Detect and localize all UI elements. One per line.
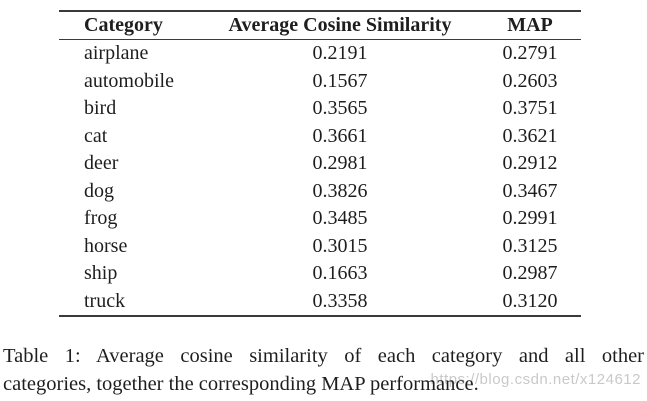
cell-map: 0.2991 (502, 207, 558, 230)
cell-category: ship (84, 262, 118, 285)
cell-avg-cosine-similarity: 0.3358 (312, 289, 368, 312)
table-row: truck 0.3358 0.3120 (59, 288, 581, 317)
column-header-category: Category (59, 11, 201, 40)
csdn-watermark: https://blog.csdn.net/x124612 (430, 371, 641, 388)
cell-category: airplane (84, 42, 149, 65)
table-row: dog 0.3826 0.3467 (59, 178, 581, 206)
caption-line-2: categories, together the corresponding M… (3, 372, 479, 395)
cell-map: 0.2791 (502, 42, 558, 65)
cell-category: dog (84, 179, 114, 202)
column-header-avg-cosine-similarity: Average Cosine Similarity (201, 11, 479, 40)
cell-category: frog (84, 207, 118, 230)
cell-map: 0.3120 (502, 289, 558, 312)
cell-avg-cosine-similarity: 0.3485 (312, 207, 368, 230)
table-row: ship 0.1663 0.2987 (59, 260, 581, 288)
cell-map: 0.3125 (502, 234, 558, 257)
cell-category: deer (84, 152, 119, 175)
cell-category: truck (84, 289, 126, 312)
cell-map: 0.2603 (502, 69, 558, 92)
table-row: cat 0.3661 0.3621 (59, 123, 581, 151)
cell-map: 0.3751 (502, 97, 558, 120)
cell-map: 0.2987 (502, 262, 558, 285)
table-header-row: Category Average Cosine Similarity MAP (59, 11, 581, 40)
table-row: automobile 0.1567 0.2603 (59, 68, 581, 96)
table-caption: Table 1: Average cosine similarity of ea… (3, 343, 644, 398)
cell-avg-cosine-similarity: 0.3565 (312, 97, 368, 120)
cell-map: 0.3467 (502, 179, 558, 202)
table-row: frog 0.3485 0.2991 (59, 205, 581, 233)
cell-category: bird (84, 97, 117, 120)
table-row: horse 0.3015 0.3125 (59, 233, 581, 261)
cell-category: automobile (84, 69, 174, 92)
cell-map: 0.2912 (502, 152, 558, 175)
cell-avg-cosine-similarity: 0.2981 (312, 152, 368, 175)
table-row: bird 0.3565 0.3751 (59, 95, 581, 123)
table-row: airplane 0.2191 0.2791 (59, 40, 581, 68)
cell-category: cat (84, 124, 108, 147)
cell-avg-cosine-similarity: 0.3826 (312, 179, 368, 202)
cell-avg-cosine-similarity: 0.1663 (312, 262, 368, 285)
column-header-map: MAP (479, 11, 581, 40)
cell-map: 0.3621 (502, 124, 558, 147)
cell-avg-cosine-similarity: 0.3015 (312, 234, 368, 257)
table-row: deer 0.2981 0.2912 (59, 150, 581, 178)
cell-avg-cosine-similarity: 0.2191 (312, 42, 368, 65)
results-table: Category Average Cosine Similarity MAP a… (59, 10, 581, 317)
cell-category: horse (84, 234, 128, 257)
caption-line-1: Table 1: Average cosine similarity of ea… (3, 345, 644, 367)
cell-avg-cosine-similarity: 0.1567 (312, 69, 368, 92)
cell-avg-cosine-similarity: 0.3661 (312, 124, 368, 147)
